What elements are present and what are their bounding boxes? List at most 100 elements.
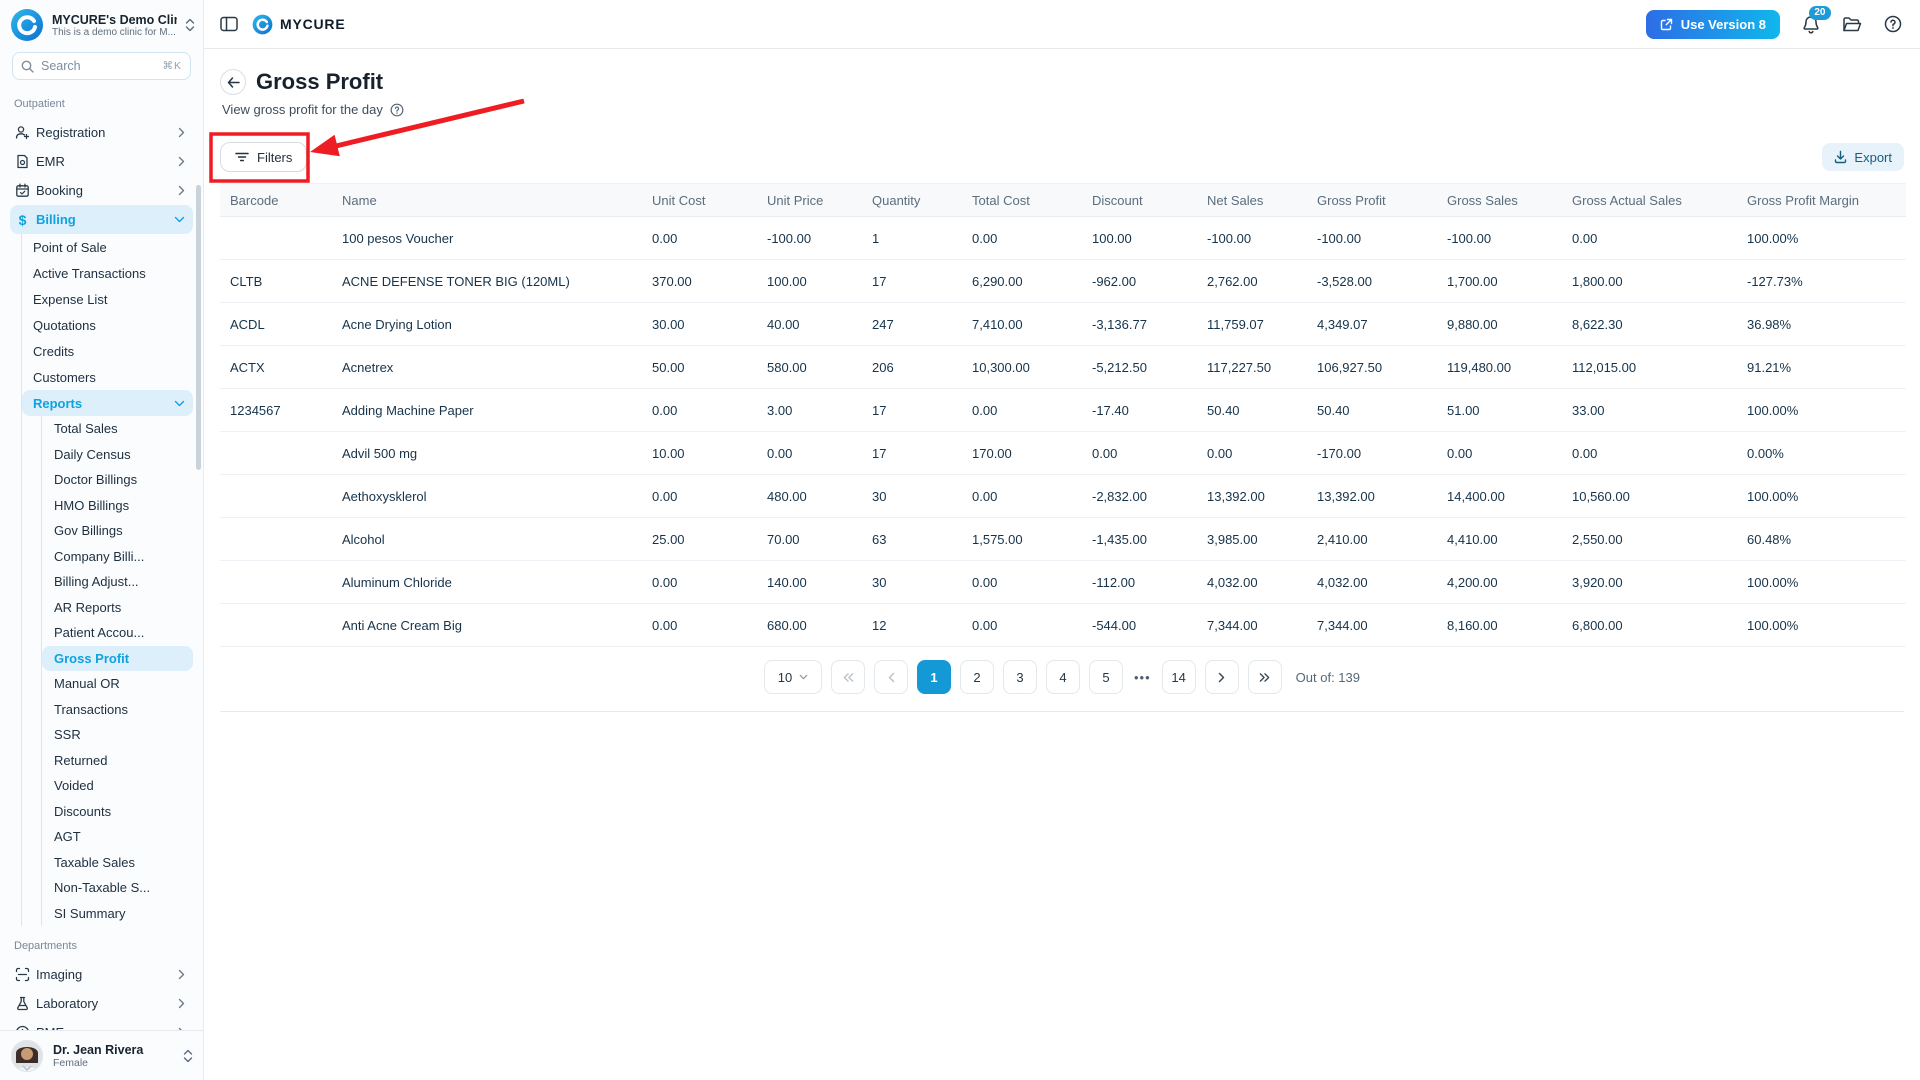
cell-gross-actual-sales: 33.00 bbox=[1562, 388, 1737, 432]
sidebar-collapse-icon[interactable] bbox=[220, 16, 238, 32]
sidebar-billing-subitem[interactable]: Expense List bbox=[33, 291, 108, 307]
prev-page-button[interactable] bbox=[874, 660, 908, 694]
cell-name: Acnetrex bbox=[332, 345, 642, 389]
col-header-net-sales: Net Sales bbox=[1197, 183, 1307, 217]
chevron-right-icon bbox=[178, 969, 185, 980]
cell-unit-cost: 0.00 bbox=[642, 603, 757, 647]
notification-badge: 20 bbox=[1808, 5, 1831, 20]
sidebar-item-booking[interactable]: Booking bbox=[10, 176, 193, 205]
pagination-page-button[interactable]: 5 bbox=[1089, 660, 1123, 694]
last-pages-button[interactable] bbox=[1247, 660, 1282, 694]
table-row: Anti Acne Cream Big 0.00 680.00 12 0.00 … bbox=[220, 603, 1906, 647]
sidebar-item-reports[interactable]: Reports bbox=[22, 390, 193, 416]
pagination-page-button[interactable]: 1 bbox=[917, 660, 951, 694]
sidebar-billing-subitem[interactable]: Active Transactions bbox=[33, 265, 146, 281]
cell-name: Adding Machine Paper bbox=[332, 388, 642, 432]
table-row: CLTB ACNE DEFENSE TONER BIG (120ML) 370.… bbox=[220, 259, 1906, 303]
total-count-label: Out of: 139 bbox=[1295, 669, 1360, 685]
sidebar-billing-subitem[interactable]: Credits bbox=[33, 343, 75, 359]
sidebar-report-item[interactable]: SSR bbox=[54, 727, 81, 743]
cell-gross-actual-sales: 1,800.00 bbox=[1562, 259, 1737, 303]
section-label-departments: Departments bbox=[14, 940, 77, 952]
pagination-page-button[interactable]: 4 bbox=[1046, 660, 1080, 694]
sidebar-item-imaging[interactable]: Imaging bbox=[10, 960, 193, 989]
chevrons-right-icon bbox=[1259, 672, 1270, 682]
sidebar-report-item[interactable]: Company Billi... bbox=[54, 548, 145, 564]
cell-total-cost: 0.00 bbox=[962, 388, 1082, 432]
sidebar-item-pme[interactable]: PME bbox=[10, 1018, 193, 1030]
col-header-discount: Discount bbox=[1082, 183, 1197, 217]
cell-gross-profit: 7,344.00 bbox=[1307, 603, 1437, 647]
cell-net-sales: 117,227.50 bbox=[1197, 345, 1307, 389]
user-selector[interactable]: Dr. Jean Rivera Female bbox=[0, 1030, 203, 1080]
cell-total-cost: 10,300.00 bbox=[962, 345, 1082, 389]
cell-discount: -2,832.00 bbox=[1082, 474, 1197, 518]
sidebar-report-item[interactable]: HMO Billings bbox=[54, 497, 130, 513]
chevron-right-icon bbox=[178, 127, 185, 138]
sidebar-item-label: Reports bbox=[33, 395, 83, 411]
question-circle-icon bbox=[1884, 15, 1902, 33]
cell-unit-price: 40.00 bbox=[757, 302, 862, 346]
next-page-button[interactable] bbox=[1204, 660, 1239, 694]
back-button[interactable] bbox=[220, 69, 246, 95]
pagination-page-button[interactable]: 2 bbox=[960, 660, 994, 694]
help-button[interactable] bbox=[1884, 15, 1902, 33]
page-size-select[interactable]: 10 bbox=[764, 660, 822, 694]
sidebar-billing-subitem[interactable]: Customers bbox=[33, 369, 96, 385]
cell-gross-sales: 14,400.00 bbox=[1437, 474, 1562, 518]
scan-icon bbox=[15, 967, 30, 982]
search-input[interactable]: Search ⌘K bbox=[12, 52, 191, 80]
cell-name: 100 pesos Voucher bbox=[332, 216, 642, 260]
download-icon bbox=[1835, 150, 1847, 164]
sidebar-report-item[interactable]: Transactions bbox=[54, 701, 128, 717]
pagination: 10 1 2 3 4 5 ••• 14 bbox=[220, 660, 1904, 694]
cell-quantity: 17 bbox=[862, 388, 962, 432]
sidebar-report-item[interactable]: Total Sales bbox=[54, 421, 118, 437]
sidebar-report-item[interactable]: Daily Census bbox=[54, 446, 131, 462]
sidebar-report-item[interactable]: Billing Adjust... bbox=[54, 574, 139, 590]
export-button[interactable]: Export bbox=[1822, 143, 1904, 171]
sidebar-report-item[interactable]: Doctor Billings bbox=[54, 472, 138, 488]
sidebar-item-emr[interactable]: EMR bbox=[10, 147, 193, 176]
last-page-number-button[interactable]: 14 bbox=[1161, 660, 1196, 694]
sidebar-report-item[interactable]: Non-Taxable S... bbox=[54, 880, 151, 896]
cell-margin: 100.00% bbox=[1737, 474, 1906, 518]
sidebar-report-item[interactable]: Manual OR bbox=[54, 676, 120, 692]
pagination-page-button[interactable]: 3 bbox=[1003, 660, 1037, 694]
sidebar-billing-subitem[interactable]: Point of Sale bbox=[33, 239, 107, 255]
files-button[interactable] bbox=[1842, 16, 1862, 33]
content-divider bbox=[220, 711, 1904, 712]
sidebar-report-item[interactable]: AR Reports bbox=[54, 599, 122, 615]
search-shortcut: ⌘K bbox=[162, 60, 182, 72]
page-title: Gross Profit bbox=[256, 69, 384, 94]
cell-unit-cost: 30.00 bbox=[642, 302, 757, 346]
first-page-button[interactable] bbox=[831, 660, 865, 694]
sidebar-report-item[interactable]: Voided bbox=[54, 778, 94, 794]
sidebar-item-billing[interactable]: $ Billing bbox=[10, 205, 193, 234]
sidebar-scrollbar[interactable] bbox=[196, 185, 201, 470]
folder-open-icon bbox=[1843, 16, 1862, 31]
sidebar-item-registration[interactable]: Registration bbox=[10, 118, 193, 147]
subtitle-help-icon[interactable] bbox=[390, 103, 404, 117]
sidebar-report-item[interactable]: Returned bbox=[54, 752, 108, 768]
sidebar-report-item[interactable]: Gross Profit bbox=[42, 645, 193, 671]
sidebar-report-item[interactable]: Discounts bbox=[54, 803, 112, 819]
cell-gross-profit: 106,927.50 bbox=[1307, 345, 1437, 389]
clinic-selector[interactable]: MYCURE's Demo Clinic This is a demo clin… bbox=[0, 0, 203, 50]
sidebar-report-item[interactable]: Gov Billings bbox=[54, 523, 123, 539]
filters-button[interactable]: Filters bbox=[220, 142, 308, 172]
cell-gross-actual-sales: 10,560.00 bbox=[1562, 474, 1737, 518]
sidebar-item-laboratory[interactable]: Laboratory bbox=[10, 989, 193, 1018]
use-version-8-button[interactable]: Use Version 8 bbox=[1645, 9, 1780, 39]
sidebar-report-item[interactable]: AGT bbox=[54, 829, 81, 845]
sidebar-billing-subitem[interactable]: Quotations bbox=[33, 317, 96, 333]
cell-quantity: 30 bbox=[862, 474, 962, 518]
cell-net-sales: 2,762.00 bbox=[1197, 259, 1307, 303]
sidebar-report-item[interactable]: Patient Accou... bbox=[54, 625, 145, 641]
cell-quantity: 63 bbox=[862, 517, 962, 561]
notifications-button[interactable]: 20 bbox=[1802, 5, 1831, 34]
chevron-down-icon bbox=[174, 400, 185, 407]
cell-gross-profit: -3,528.00 bbox=[1307, 259, 1437, 303]
sidebar-report-item[interactable]: SI Summary bbox=[54, 905, 126, 921]
sidebar-report-item[interactable]: Taxable Sales bbox=[54, 854, 135, 870]
